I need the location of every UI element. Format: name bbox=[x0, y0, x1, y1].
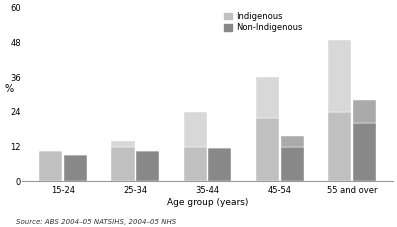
Bar bbox=[112, 141, 135, 147]
X-axis label: Age group (years): Age group (years) bbox=[167, 198, 248, 207]
Bar bbox=[208, 148, 231, 181]
Text: Source: ABS 2004–05 NATSIHS, 2004–05 NHS: Source: ABS 2004–05 NATSIHS, 2004–05 NHS bbox=[16, 219, 176, 225]
Bar bbox=[353, 123, 376, 181]
Bar bbox=[184, 147, 207, 181]
Bar bbox=[256, 118, 279, 181]
Bar bbox=[353, 100, 376, 123]
Bar bbox=[64, 155, 87, 181]
Bar bbox=[112, 147, 135, 181]
Bar bbox=[256, 77, 279, 118]
Y-axis label: %: % bbox=[4, 84, 13, 94]
Bar bbox=[281, 136, 304, 147]
Bar bbox=[328, 112, 351, 181]
Legend: Indigenous, Non-Indigenous: Indigenous, Non-Indigenous bbox=[224, 12, 302, 32]
Bar bbox=[184, 112, 207, 147]
Bar bbox=[136, 151, 159, 181]
Bar bbox=[281, 147, 304, 181]
Bar bbox=[39, 151, 62, 181]
Bar bbox=[328, 39, 351, 112]
